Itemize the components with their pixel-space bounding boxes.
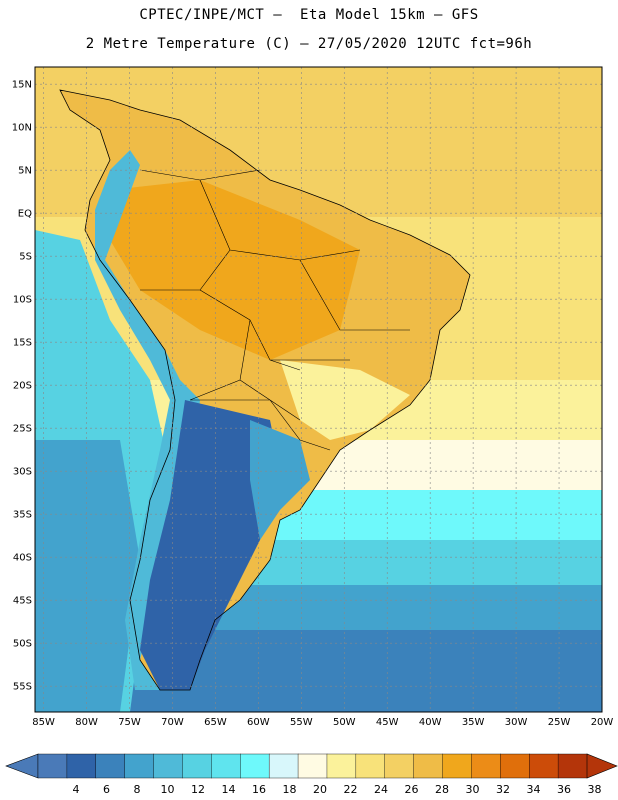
colorbar-label: 34 [527,783,541,796]
lon-label: 40W [419,717,442,728]
lon-label: 35W [462,717,485,728]
colorbar-label: 36 [557,783,571,796]
colorbar-segment [268,753,299,779]
colorbar-label: 4 [73,783,80,796]
colorbar-segment [529,753,559,779]
lat-label: 10S [13,295,32,306]
coastline [59,89,471,691]
lon-label: 80W [75,717,98,728]
colorbar-segment [557,753,588,779]
colorbar-label: 6 [103,783,110,796]
colorbar: 4 6 8 10 12 14 16 18 20 22 24 26 28 30 32 34 36 38 [5,753,618,796]
colorbar-segment [500,753,530,779]
lon-label: 70W [161,717,184,728]
patagonia-cold [140,400,280,690]
colorbar-label: 16 [252,783,266,796]
colorbar-label: 14 [222,783,236,796]
andes-cold-strip [95,150,200,690]
country-borders [139,169,410,451]
colorbar-label: 28 [435,783,449,796]
lat-label: 5S [19,252,32,263]
colorbar-label: 12 [191,783,205,796]
amazon-hot-zone [110,180,360,360]
colorbar-segment [355,753,386,779]
lat-label: 15S [13,338,32,349]
colorbar-segment [66,753,97,779]
colorbar-segment [384,753,415,779]
lat-label: EQ [18,209,32,220]
lat-label: 25S [13,424,32,435]
map-plot-area [35,67,602,712]
lon-label: 25W [548,717,571,728]
colorbar-segment [95,753,126,779]
colorbar-segment [240,753,270,779]
pacific-cold-water [35,440,140,712]
map-subtitle: 2 Metre Temperature (C) – 27/05/2020 12U… [85,36,533,52]
lat-label: 20S [13,381,32,392]
colorbar-label: 24 [374,783,388,796]
lon-label: 65W [204,717,227,728]
lat-label: 5N [18,166,32,177]
colorbar-label: 18 [283,783,297,796]
colorbar-segment [124,753,155,779]
southern-cone-cool [250,420,310,540]
colorbar-segment [442,753,472,779]
colorbar-label: 38 [588,783,602,796]
colorbar-min-arrow [5,753,39,779]
longitude-labels: 85W 80W 75W 70W 65W 60W 55W 50W 45W 40W 35W 30W 25W 2… [32,717,613,728]
lon-label: 85W [32,717,55,728]
lon-label: 45W [376,717,399,728]
plot-frame [34,66,603,713]
southeast-brazil-mild [280,360,410,440]
colorbar-segment [211,753,241,779]
colorbar-segment [297,753,328,779]
colorbar-label: 10 [161,783,175,796]
colorbar-segment [37,753,68,779]
lon-label: 50W [333,717,356,728]
colorbar-segment [326,753,357,779]
colorbar-label: 8 [134,783,141,796]
lon-label: 60W [247,717,270,728]
colorbar-label: 32 [496,783,510,796]
colorbar-segment [182,753,212,779]
lat-label: 10N [12,123,32,134]
colorbar-segment [413,753,444,779]
lat-label: 40S [13,553,32,564]
lat-label: 50S [13,639,32,650]
colorbar-segment [153,753,183,779]
latitude-labels: 15N 10N 5N EQ 5S 10S 15S 20S 25S 30S 35S 40S 45S 50S 5… [12,80,32,693]
lat-label: 55S [13,682,32,693]
lat-label: 45S [13,596,32,607]
colorbar-label: 20 [313,783,327,796]
colorbar-label: 26 [405,783,419,796]
colorbar-label: 30 [466,783,480,796]
lon-label: 20W [591,717,614,728]
colorbar-segment [471,753,501,779]
lat-label: 15N [12,80,32,91]
lat-label: 35S [13,510,32,521]
lon-label: 55W [290,717,313,728]
lon-label: 30W [505,717,528,728]
colorbar-max-arrow [586,753,618,779]
lon-label: 75W [118,717,141,728]
map-title: CPTEC/INPE/MCT – Eta Model 15km – GFS [139,7,479,23]
lat-label: 30S [13,467,32,478]
colorbar-label: 22 [344,783,358,796]
